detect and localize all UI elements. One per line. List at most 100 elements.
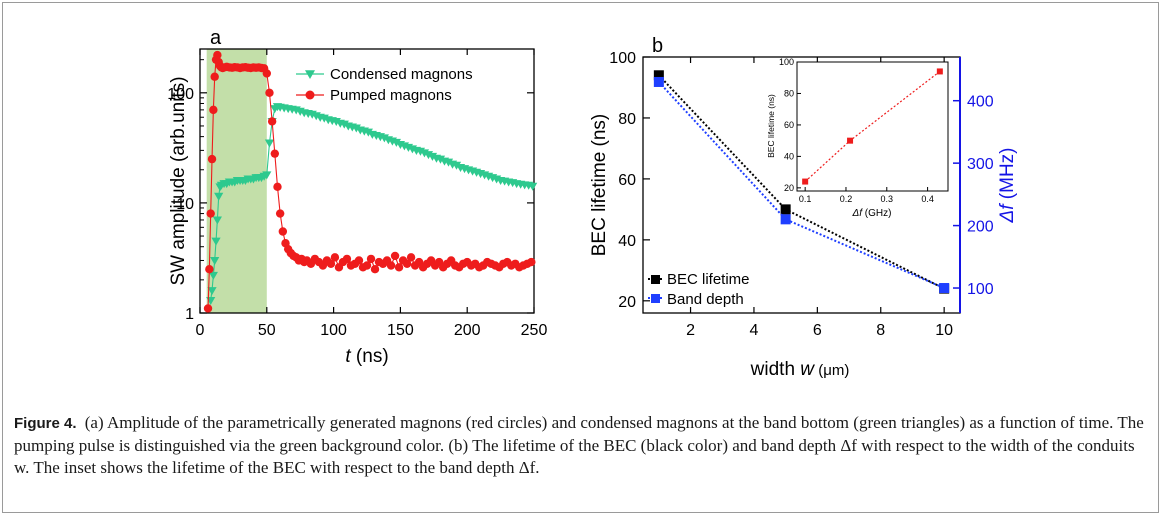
data-point-condensed (262, 171, 272, 180)
data-point-band (780, 214, 791, 225)
data-point-condensed (363, 128, 373, 137)
data-point-pumped (265, 88, 274, 98)
inset-y-tick-label: 60 (784, 120, 794, 130)
inset-y-tick-label: 80 (784, 88, 794, 98)
y-axis-right-unit: (MHz) (997, 147, 1018, 204)
data-point-band (653, 76, 664, 87)
series-group-b (653, 70, 950, 294)
caption-text: (a) Amplitude of the parametrically gene… (14, 413, 1144, 477)
data-point-pumped (205, 264, 214, 274)
inset-chart: 0.1 0.2 0.3 0.4 20 40 60 80 100 BEC lifetime (ns… (766, 57, 949, 219)
x-axis-unit-a: (ns) (351, 346, 389, 367)
inset-data-point (802, 178, 809, 185)
data-point-condensed (211, 237, 221, 246)
x-tick-label-a: 150 (387, 322, 414, 339)
data-point-pumped (354, 256, 364, 265)
x-axis-main-b: width (750, 359, 801, 380)
y-tick-label-b-left: 100 (609, 50, 636, 67)
data-point-condensed (451, 161, 462, 170)
data-point-pumped (362, 261, 372, 270)
legend-marker-bec (651, 275, 660, 284)
inset-y-tick-label: 20 (784, 183, 794, 193)
data-point-condensed (264, 139, 275, 148)
data-point-pumped (262, 69, 271, 78)
x-tick-label-b: 4 (749, 322, 758, 339)
data-point-pumped (330, 253, 340, 262)
data-point-pumped (209, 105, 218, 115)
data-point-pumped (275, 209, 285, 218)
x-axis-var-a: t (345, 346, 351, 367)
legend-marker-condensed (305, 70, 315, 79)
inset-y-axis-label: BEC lifetime (ns) (766, 94, 776, 158)
caption-label: Figure 4. (14, 415, 77, 432)
y-tick-label-b-left: 20 (618, 294, 636, 311)
inset-frame (796, 61, 949, 192)
data-point-pumped (273, 182, 282, 192)
panel-label-b: b (652, 35, 663, 57)
data-point-pumped (213, 50, 222, 60)
data-point-pumped (386, 261, 396, 270)
y-tick-label-a: 100 (167, 86, 194, 103)
chart-panel-a: 0 50 100 150 200 250 1 10 100 a SW amplitude (ar… (167, 27, 547, 367)
plot-frame-a (199, 48, 535, 314)
data-point-pumped (366, 254, 376, 264)
data-point-condensed (528, 182, 538, 191)
inset-x-tick-label: 0.4 (921, 194, 934, 204)
data-point-pumped (326, 259, 336, 268)
legend-marker-pumped (305, 90, 315, 100)
x-axis-unit-b: (μm) (814, 362, 849, 379)
legend-b: BEC lifetime Band depth (648, 271, 750, 308)
y-axis-label-b-right: Δf (MHz) (997, 147, 1018, 223)
axis-ticks-a: 0 50 100 150 200 250 1 10 100 (167, 49, 547, 339)
y-tick-label-b-right: 300 (967, 156, 994, 173)
data-point-pumped (270, 149, 280, 158)
y-axis-right-var: Δf (997, 203, 1018, 224)
data-point-pumped (394, 263, 404, 272)
x-tick-label-a: 50 (258, 322, 276, 339)
data-point-pumped (267, 117, 277, 126)
figure-caption: Figure 4. (a) Amplitude of the parametri… (14, 412, 1144, 479)
data-point-pumped (207, 154, 217, 164)
inset-y-tick-label: 40 (784, 151, 794, 161)
data-point-condensed (208, 271, 218, 280)
data-point-condensed (351, 124, 361, 133)
inset-x-tick-label: 0.3 (881, 194, 894, 204)
y-tick-label-b-left: 60 (618, 172, 636, 189)
data-point-pumped (527, 257, 536, 267)
x-tick-label-a: 250 (521, 322, 548, 339)
y-axis-label-a: SW amplitude (arb.units) (168, 76, 189, 285)
y-tick-label-b-right: 400 (967, 94, 994, 111)
x-tick-label-b: 8 (876, 322, 885, 339)
data-point-bec (653, 70, 664, 81)
data-point-condensed (443, 158, 454, 167)
inset-data-point (936, 68, 943, 75)
data-point-condensed (210, 257, 220, 266)
data-point-pumped (390, 251, 400, 261)
data-point-condensed (207, 287, 217, 296)
legend-label-pumped: Pumped magnons (330, 87, 452, 104)
x-tick-label-b: 2 (686, 322, 695, 339)
y-axis-label-b-left: BEC lifetime (ns) (589, 114, 610, 257)
x-tick-label-a: 0 (196, 322, 205, 339)
data-point-condensed (212, 216, 222, 225)
figure-charts: 0 50 100 150 200 250 1 10 100 a SW amplitude (ar… (167, 27, 1018, 380)
legend-marker-band (651, 294, 660, 303)
x-axis-var-b: w (800, 359, 815, 380)
inset-x-tick-label: 0.2 (840, 194, 853, 204)
inset-y-tick-label: 100 (779, 57, 794, 67)
data-point-pumped (342, 254, 352, 264)
x-tick-label-b: 6 (813, 322, 822, 339)
data-point-pumped (278, 227, 288, 236)
inset-series (802, 68, 943, 185)
data-point-pumped (203, 304, 213, 313)
data-point-pumped (210, 72, 219, 81)
x-tick-label-a: 200 (454, 322, 481, 339)
legend-label-bec: BEC lifetime (667, 271, 750, 288)
axis-ticks-b: 2 4 6 8 10 20 40 60 80 100 100 200 300 400 (609, 50, 994, 339)
y-tick-label-b-left: 40 (618, 233, 636, 250)
x-axis-label-b: width w (μm) (750, 359, 850, 380)
y-tick-label-a: 10 (176, 196, 194, 213)
data-point-pumped (206, 209, 215, 218)
panel-label-a: a (210, 27, 222, 49)
